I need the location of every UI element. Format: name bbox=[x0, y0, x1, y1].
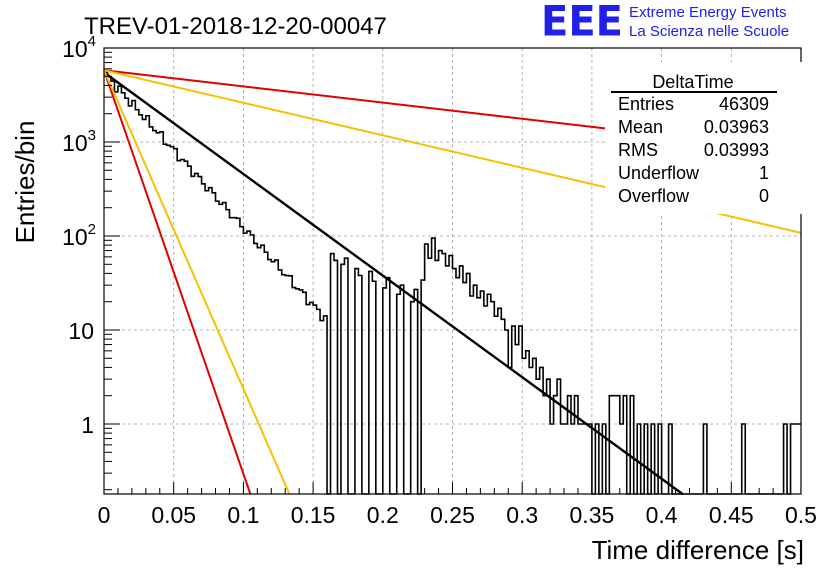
x-tick-label: 0.3 bbox=[506, 502, 538, 528]
eee-logo-text: Extreme Energy Events La Scienza nelle S… bbox=[629, 2, 789, 41]
x-tick-label: 0 bbox=[98, 502, 111, 528]
x-tick-label: 0.05 bbox=[151, 502, 196, 528]
x-tick-label: 0.2 bbox=[367, 502, 399, 528]
y-tick-label: 1 bbox=[81, 412, 94, 438]
x-tick-label: 0.1 bbox=[227, 502, 259, 528]
x-tick-labels: 0 0.05 0.1 0.15 0.2 0.25 0.3 0.35 0.4 0.45 0.5 bbox=[98, 502, 817, 528]
stats-row-value: 0.03993 bbox=[704, 140, 769, 160]
histogram-steps bbox=[104, 71, 801, 495]
stats-row-value: 1 bbox=[759, 163, 769, 183]
stats-row-label: RMS bbox=[618, 140, 658, 160]
stats-box: DeltaTime Entries 46309 Mean 0.03963 RMS 0.03… bbox=[605, 62, 805, 214]
x-tick-label: 0.45 bbox=[709, 502, 754, 528]
stats-row-value: 46309 bbox=[719, 94, 769, 114]
x-tick-label: 0.25 bbox=[430, 502, 475, 528]
stats-row-value: 0 bbox=[759, 186, 769, 206]
stats-row-label: Underflow bbox=[618, 163, 700, 183]
fit-curve bbox=[103, 69, 291, 495]
axis-ticks bbox=[103, 47, 802, 494]
x-tick-label: 0.15 bbox=[291, 502, 336, 528]
y-tick-label: 104 bbox=[62, 33, 96, 62]
y-tick-label: 102 bbox=[62, 221, 96, 250]
x-tick-label: 0.4 bbox=[646, 502, 678, 528]
eee-logo: EEE Extreme Energy Events La Scienza nel… bbox=[541, 0, 789, 47]
chart-title: TREV-01-2018-12-20-00047 bbox=[84, 13, 387, 40]
y-tick-label: 10 bbox=[68, 318, 94, 344]
x-tick-label: 0.35 bbox=[570, 502, 615, 528]
logo-line-2: La Scienza nelle Scuole bbox=[628, 23, 790, 40]
stats-row-label: Overflow bbox=[618, 186, 690, 206]
x-axis-label: Time difference [s] bbox=[592, 535, 804, 565]
x-tick-label: 0.5 bbox=[785, 502, 817, 528]
fit-curve bbox=[103, 69, 252, 495]
stats-row-value: 0.03963 bbox=[704, 117, 769, 137]
y-tick-label: 103 bbox=[62, 127, 96, 156]
logo-line-1: Extreme Energy Events bbox=[628, 4, 787, 21]
y-axis-label: Entries/bin bbox=[10, 121, 40, 244]
stats-rows: Entries 46309 Mean 0.03963 RMS 0.03993Underfl… bbox=[618, 94, 769, 206]
y-tick-labels: 1 10 102 103 104 bbox=[62, 33, 96, 438]
eee-logo-mark: EEE bbox=[541, 0, 623, 47]
stats-row-label: Mean bbox=[618, 117, 663, 137]
stats-row-label: Entries bbox=[618, 94, 674, 114]
fit-curve bbox=[103, 71, 684, 495]
histogram bbox=[104, 71, 801, 495]
stats-title: DeltaTime bbox=[652, 72, 733, 92]
